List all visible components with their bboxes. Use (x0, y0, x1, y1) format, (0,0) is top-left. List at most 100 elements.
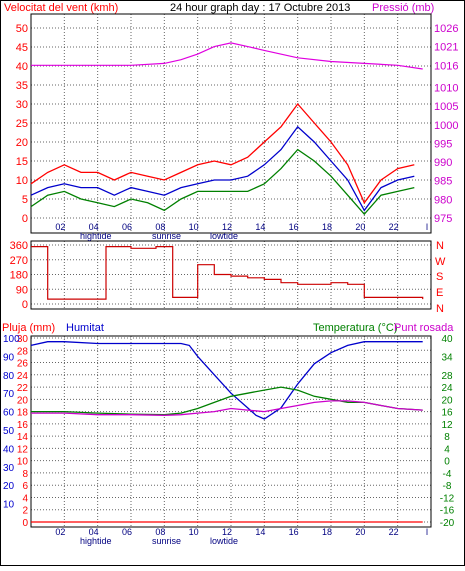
panel-wind-x-tick-label: 02 (55, 222, 65, 232)
rain-y-tick-label: 14 (17, 432, 29, 443)
humidity-y-tick-label: 50 (3, 426, 15, 437)
panel-temp-x-tick-label: 18 (322, 527, 332, 537)
temperature-y-tick-label: 4 (444, 444, 450, 455)
panel-wind-x-tick-label: 16 (289, 222, 299, 232)
wind-series-line (30, 125, 415, 212)
panel-wind-x-tick-label: 14 (255, 222, 265, 232)
panel-temp-x-tick-label: 20 (355, 527, 365, 537)
panel-temp-x-tick-label: 04 (89, 527, 99, 537)
compass-e: E (436, 287, 443, 299)
lowtide-label-bottom: lowtide (210, 536, 238, 546)
humidity-y-tick-label: 70 (3, 389, 15, 400)
panel-temp-x-tick-label: 08 (155, 527, 165, 537)
direction-y-tick-label: 180 (10, 270, 28, 282)
panel-temp-x-tick-label: 12 (222, 527, 232, 537)
wind-y-tick-label: 30 (16, 99, 28, 111)
panel-wind-x-tick-label: 18 (322, 222, 332, 232)
rain-y-tick-label: 6 (22, 481, 28, 492)
panel-temp-x-tick-label: 22 (389, 527, 399, 537)
panel-wind-x-tick-label: 20 (355, 222, 365, 232)
wind-y-tick-label: 50 (16, 23, 28, 35)
rain-y-tick-label: 12 (17, 444, 29, 455)
temperature-y-tick-label: 40 (441, 334, 453, 345)
humidity-axis-title: Humitat (66, 322, 104, 334)
humidity-y-tick-label: 40 (3, 444, 15, 455)
panel-wind-x-tick-label: l (426, 222, 428, 232)
temperature-y-tick-label: 12 (441, 420, 453, 431)
temperature-y-tick-label: -8 (443, 481, 452, 492)
pressure-y-tick-label: 995 (434, 138, 452, 150)
temperature-y-tick-label: -4 (443, 469, 452, 480)
temperature-y-tick-label: 8 (444, 432, 450, 443)
wind-series-line (30, 102, 415, 205)
panel-wind-x-tick-label: 10 (189, 222, 199, 232)
humidity-y-tick-label: 100 (3, 334, 20, 345)
rain-y-tick-label: 28 (17, 346, 29, 357)
rain-y-tick-label: 30 (17, 334, 29, 345)
temperature-y-tick-label: -16 (440, 506, 455, 517)
panel-temp-x-tick-label: l (426, 527, 428, 537)
wind-y-tick-label: 35 (16, 80, 28, 92)
humidity-y-tick-label: 10 (3, 500, 15, 511)
pressure-axis-title: Pressió (mb) (372, 2, 434, 14)
direction-y-tick-label: 270 (10, 255, 28, 267)
rain-y-tick-label: 24 (17, 371, 29, 382)
pressure-y-tick-label: 1026 (434, 23, 458, 35)
pressure-y-tick-label: 1016 (434, 60, 458, 72)
rain-y-tick-label: 10 (17, 457, 29, 468)
pressure-y-tick-label: 985 (434, 176, 452, 188)
dewpoint-axis-title: Punt rosada (394, 322, 454, 334)
panel-temp-x-tick-label: 02 (55, 527, 65, 537)
rain-y-tick-label: 20 (17, 395, 29, 406)
rain-y-tick-label: 4 (22, 493, 28, 504)
pressure-y-tick-label: 980 (434, 194, 452, 206)
climate-series-line (31, 400, 423, 416)
direction-y-tick-label: 0 (22, 299, 28, 311)
panel-temp-x-tick-label: 16 (289, 527, 299, 537)
humidity-y-tick-label: 20 (3, 481, 15, 492)
wind-y-tick-label: 20 (16, 137, 28, 149)
pressure-y-tick-label: 1010 (434, 83, 458, 95)
rain-y-tick-label: 2 (22, 506, 28, 517)
temperature-y-tick-label: 24 (441, 383, 453, 394)
temperature-y-tick-label: -20 (440, 518, 455, 529)
humidity-y-tick-label: 30 (3, 463, 15, 474)
wind-y-tick-label: 15 (16, 156, 28, 168)
compass-n-top: N (436, 240, 444, 252)
compass-s: S (436, 271, 443, 283)
temperature-y-tick-label: -12 (440, 493, 455, 504)
panel-wind-x-tick-label: 04 (89, 222, 99, 232)
panel-wind-x-tick-label: 12 (222, 222, 232, 232)
climate-series-line (30, 341, 423, 420)
wind-axis-title: Velocitat del vent (kmh) (4, 2, 118, 14)
rain-axis-title: Pluja (mm) (2, 322, 55, 334)
wind-series-line (31, 42, 423, 70)
wind-y-tick-label: 5 (22, 194, 28, 206)
rain-y-tick-label: 8 (22, 469, 28, 480)
panel-wind-x-tick-label: 22 (389, 222, 399, 232)
rain-y-tick-label: 0 (22, 518, 28, 529)
lowtide-label-top: lowtide (210, 231, 238, 241)
sunrise-label-top: sunrise (152, 231, 181, 241)
pressure-y-tick-label: 1021 (434, 42, 458, 54)
pressure-y-tick-label: 990 (434, 157, 452, 169)
sunrise-label-bottom: sunrise (152, 536, 181, 546)
temperature-axis-title: Temperatura (°C) (313, 322, 397, 334)
direction-y-tick-label: 90 (16, 284, 28, 296)
wind-y-tick-label: 25 (16, 118, 28, 130)
pressure-y-tick-label: 975 (434, 213, 452, 225)
humidity-y-tick-label: 80 (3, 371, 15, 382)
pressure-y-tick-label: 1000 (434, 120, 458, 132)
rain-y-tick-label: 16 (17, 420, 29, 431)
panel-temp-x-tick-label: 14 (255, 527, 265, 537)
hightide-label-bottom: hightide (80, 536, 112, 546)
direction-series-line (31, 246, 424, 300)
temperature-y-tick-label: 20 (441, 395, 453, 406)
panel-temp-x-tick-label: 10 (189, 527, 199, 537)
rain-y-tick-label: 18 (17, 408, 29, 419)
rain-y-tick-label: 22 (17, 383, 29, 394)
compass-w: W (435, 256, 446, 268)
